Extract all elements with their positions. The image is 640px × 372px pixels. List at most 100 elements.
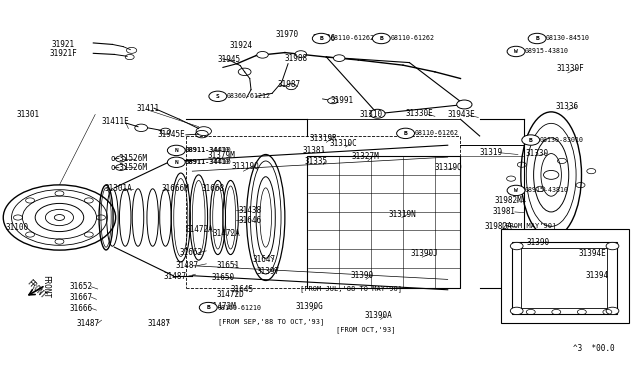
Text: B: B: [535, 36, 539, 41]
Text: G1472A: G1472A: [186, 225, 214, 234]
Text: 31487: 31487: [148, 319, 171, 328]
Text: 3198I: 3198I: [492, 208, 516, 217]
Circle shape: [372, 33, 390, 44]
Text: o—31526M: o—31526M: [111, 154, 148, 163]
Circle shape: [397, 128, 415, 138]
Circle shape: [606, 307, 619, 315]
Text: 31982M: 31982M: [495, 196, 523, 205]
Text: N: N: [175, 160, 178, 165]
Text: 31662: 31662: [179, 248, 203, 257]
Circle shape: [510, 307, 523, 315]
Text: 31330F: 31330F: [557, 64, 585, 73]
Circle shape: [286, 84, 296, 90]
Text: 31487: 31487: [164, 272, 187, 281]
Text: 31472D: 31472D: [216, 290, 244, 299]
Text: 31645: 31645: [230, 285, 253, 294]
Text: 31319Q: 31319Q: [435, 163, 462, 172]
Text: S: S: [216, 94, 220, 99]
Bar: [511, 241, 617, 314]
Text: 31379M: 31379M: [207, 151, 236, 160]
Circle shape: [168, 145, 185, 155]
Circle shape: [312, 33, 330, 44]
Text: 31390A: 31390A: [365, 311, 392, 320]
Text: 31987: 31987: [278, 80, 301, 89]
Circle shape: [510, 242, 523, 250]
Text: 08915-43810: 08915-43810: [525, 187, 569, 193]
Text: W: W: [514, 188, 518, 193]
Text: 31487: 31487: [175, 261, 198, 270]
Text: B: B: [380, 36, 383, 41]
Text: 08110-61262: 08110-61262: [390, 35, 435, 42]
Circle shape: [257, 51, 268, 58]
Circle shape: [199, 302, 217, 313]
Text: 31651: 31651: [216, 261, 239, 270]
Text: 31487: 31487: [76, 319, 99, 328]
Text: B: B: [206, 305, 210, 310]
Text: B: B: [404, 131, 408, 136]
Text: 31319R: 31319R: [310, 134, 337, 143]
Circle shape: [295, 51, 307, 57]
Circle shape: [168, 157, 185, 167]
Text: 08911-34410: 08911-34410: [184, 147, 232, 153]
Text: 31921F: 31921F: [49, 49, 77, 58]
Circle shape: [328, 98, 338, 104]
Text: 08911-34410: 08911-34410: [184, 159, 232, 165]
Text: 31330E: 31330E: [406, 109, 433, 118]
Text: 31394E: 31394E: [579, 249, 606, 258]
Text: 08110-61262: 08110-61262: [330, 35, 374, 42]
Text: B: B: [529, 138, 532, 142]
Text: 31652: 31652: [70, 282, 93, 291]
Text: 31319N: 31319N: [389, 210, 417, 219]
Circle shape: [3, 185, 116, 250]
Text: 31666M: 31666M: [162, 184, 189, 193]
Text: N: N: [175, 148, 178, 153]
Text: 31381: 31381: [302, 146, 325, 155]
Text: 31310: 31310: [360, 110, 383, 119]
Text: 08110-61262: 08110-61262: [415, 130, 458, 137]
Text: 31943E: 31943E: [448, 110, 476, 119]
Text: 31327M: 31327M: [352, 152, 380, 161]
Text: o—31526M: o—31526M: [111, 163, 148, 172]
Text: 31647: 31647: [253, 255, 276, 264]
Text: W: W: [514, 49, 518, 54]
Text: 31472A: 31472A: [212, 228, 241, 238]
Text: 31924: 31924: [229, 41, 252, 51]
Circle shape: [209, 91, 227, 102]
Text: 31650: 31650: [211, 273, 235, 282]
Text: 31970: 31970: [275, 29, 298, 39]
Text: 31335: 31335: [304, 157, 327, 166]
Text: [FROM MAY'90]: [FROM MAY'90]: [501, 222, 557, 229]
Circle shape: [528, 33, 546, 44]
Text: 31411E: 31411E: [102, 118, 129, 126]
Circle shape: [606, 242, 619, 250]
Bar: [501, 229, 629, 323]
Text: 31667: 31667: [70, 293, 93, 302]
Text: 31397: 31397: [256, 267, 279, 276]
Circle shape: [333, 55, 345, 61]
Bar: [307, 156, 461, 288]
Text: 31982A: 31982A: [484, 221, 513, 231]
Text: [FROM JUL,'88 TO MAY'90]: [FROM JUL,'88 TO MAY'90]: [300, 285, 401, 292]
Text: 08915-43810: 08915-43810: [525, 48, 569, 54]
Text: 08160-61210: 08160-61210: [217, 305, 261, 311]
Text: 31301: 31301: [17, 110, 40, 119]
Text: 31390G: 31390G: [296, 302, 323, 311]
Text: 31394: 31394: [585, 271, 608, 280]
Text: 31319Q: 31319Q: [232, 161, 260, 170]
Circle shape: [507, 185, 525, 196]
Text: [FROM OCT,'93]: [FROM OCT,'93]: [336, 326, 396, 333]
Text: 31945: 31945: [218, 55, 241, 64]
Text: 31988: 31988: [284, 54, 307, 62]
Text: 31666: 31666: [70, 304, 93, 313]
Text: 31390: 31390: [351, 271, 374, 280]
Text: 08360-61212: 08360-61212: [227, 93, 271, 99]
Text: [FROM SEP,'88 TO OCT,'93]: [FROM SEP,'88 TO OCT,'93]: [218, 318, 324, 325]
Text: 31310C: 31310C: [330, 139, 357, 148]
Text: 31336: 31336: [556, 102, 579, 111]
Circle shape: [507, 46, 525, 57]
Text: 31390: 31390: [527, 238, 550, 247]
Circle shape: [370, 109, 385, 118]
Text: 31319: 31319: [479, 148, 502, 157]
Text: 08130-84510: 08130-84510: [546, 35, 590, 42]
Text: 31438: 31438: [239, 206, 262, 215]
